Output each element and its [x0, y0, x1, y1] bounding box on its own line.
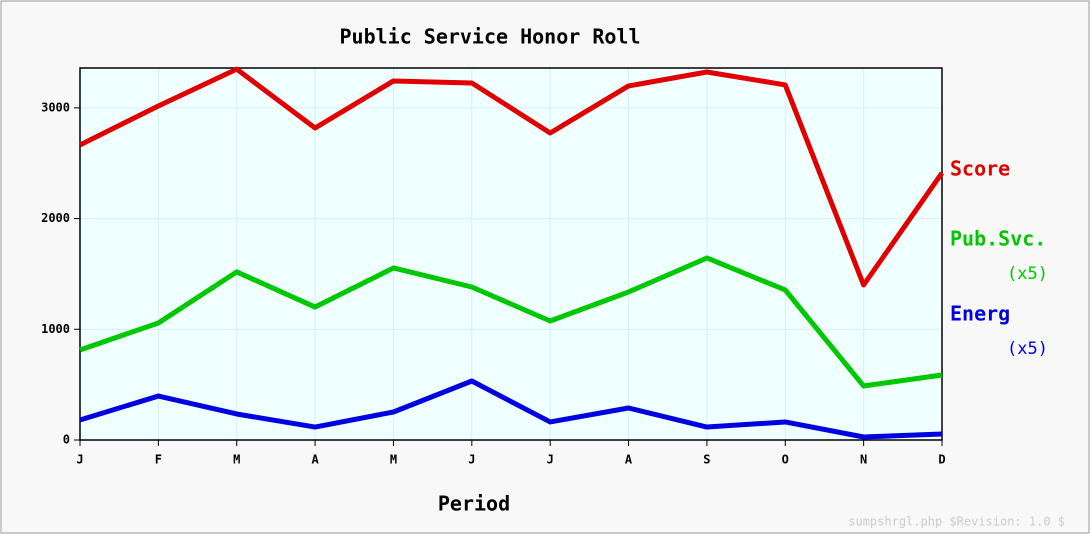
- x-tick-label: N: [860, 453, 867, 467]
- series-line: [79, 378, 943, 440]
- x-tick-label: S: [703, 453, 710, 467]
- x-tick-label: O: [782, 453, 789, 467]
- legend-entry: Score: [950, 157, 1010, 181]
- x-tick-label: A: [625, 453, 633, 467]
- x-tick-label: M: [233, 453, 240, 467]
- plot-frame: [79, 67, 943, 441]
- x-axis-label: Period: [438, 492, 510, 516]
- chart-title: Public Service Honor Roll: [339, 25, 640, 49]
- x-tick-label: J: [468, 453, 475, 467]
- legend-note: (x5): [1007, 264, 1048, 284]
- y-tick-label: 2000: [41, 211, 70, 225]
- plot-area: [80, 68, 942, 440]
- legend-entry: Energ: [950, 302, 1010, 326]
- x-tick-label: F: [155, 453, 162, 467]
- x-tick-label: J: [547, 453, 554, 467]
- series-line: [79, 255, 943, 389]
- y-tick-label: 0: [63, 433, 70, 447]
- y-tick-label: 3000: [41, 100, 70, 114]
- y-tick-label: 1000: [41, 322, 70, 336]
- x-tick-label: J: [76, 453, 83, 467]
- legend-note: (x5): [1007, 339, 1048, 359]
- x-tick-label: D: [938, 453, 945, 467]
- footer: sumpshrgl.php $Revision: 1.0 $: [848, 515, 1065, 529]
- series-line: [78, 66, 945, 288]
- x-tick-label: A: [311, 453, 319, 467]
- legend-entry: Pub.Svc.: [950, 227, 1046, 251]
- x-tick-label: M: [390, 453, 397, 467]
